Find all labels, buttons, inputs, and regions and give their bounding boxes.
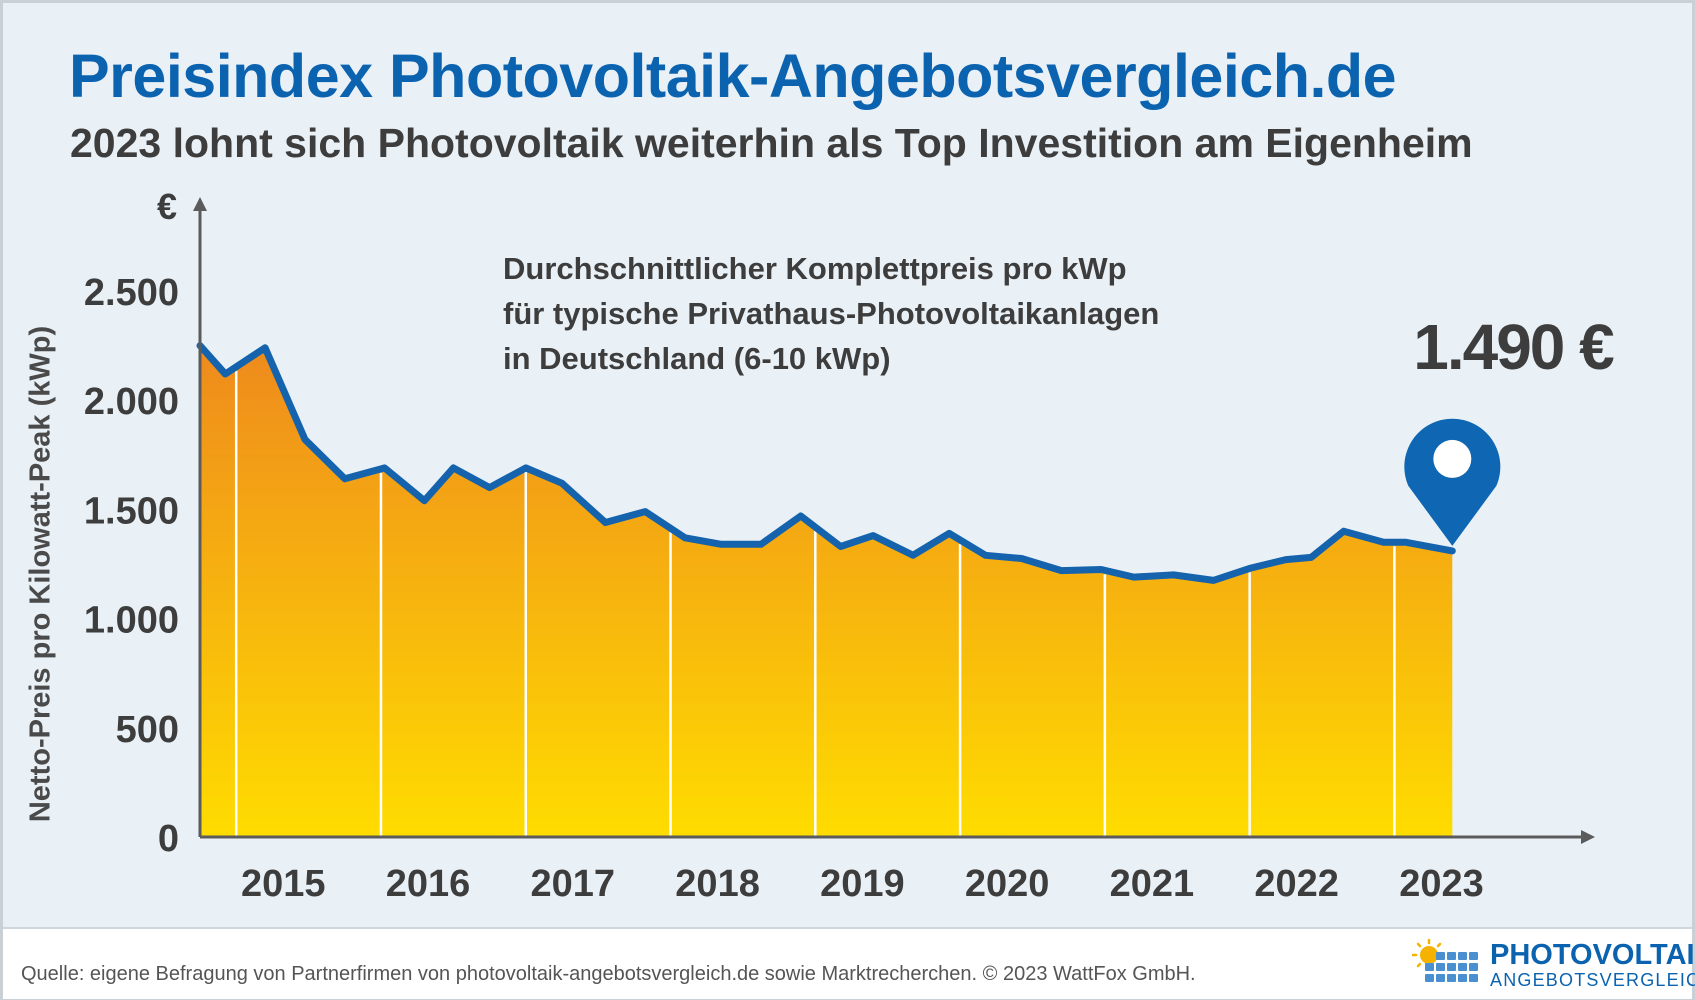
current-price-callout: 1.490 € (1413, 311, 1614, 383)
y-tick-label: 1.500 (84, 490, 179, 532)
y-tick-label: 500 (116, 709, 179, 751)
x-tick-label: 2019 (820, 863, 905, 905)
price-area (200, 345, 1453, 837)
x-tick-label: 2021 (1110, 863, 1195, 905)
y-tick-label: 2.500 (84, 272, 179, 314)
logo-text-secondary: ANGEBOTSVERGLEICH (1490, 970, 1695, 990)
x-tick-label: 2015 (241, 863, 326, 905)
logo-text-primary: PHOTOVOLTAIK (1490, 939, 1695, 971)
y-tick-label: 1.000 (84, 600, 179, 642)
brand-logo[interactable]: PHOTOVOLTAIK ANGEBOTSVERGLEICH (1412, 937, 1695, 993)
location-pin-icon (1404, 418, 1501, 546)
chart-annotation: für typische Privathaus-Photovoltaikanla… (503, 296, 1159, 331)
source-note: Quelle: eigene Befragung von Partnerfirm… (21, 963, 1196, 985)
x-axis-arrow-icon (1581, 830, 1595, 844)
chart-annotation: in Deutschland (6-10 kWp) (503, 341, 891, 376)
x-tick-label: 2023 (1399, 863, 1484, 905)
x-tick-label: 2022 (1254, 863, 1339, 905)
chart-annotation: Durchschnittlicher Komplettpreis pro kWp (503, 251, 1127, 286)
footer: Quelle: eigene Befragung von Partnerfirm… (3, 927, 1695, 999)
y-tick-label: 2.000 (84, 381, 179, 423)
pin-hole (1433, 439, 1472, 478)
y-axis-arrow-icon (193, 197, 207, 211)
x-tick-label: 2017 (531, 863, 616, 905)
page-title: Preisindex Photovoltaik-Angebotsvergleic… (69, 42, 1397, 110)
y-unit-label: € (157, 186, 177, 227)
y-tick-label: 0 (158, 818, 179, 860)
solar-panel-icon (1412, 939, 1478, 982)
x-tick-label: 2018 (675, 863, 760, 905)
infographic: Preisindex Photovoltaik-Angebotsvergleic… (3, 3, 1695, 999)
price-chart: 0 500 1.000 1.500 2.000 2.500 €2015 2016 2017 201… (84, 186, 1616, 905)
x-tick-label: 2020 (965, 863, 1050, 905)
x-tick-label: 2016 (386, 863, 471, 905)
page-subtitle: 2023 lohnt sich Photovoltaik weiterhin a… (70, 120, 1473, 166)
